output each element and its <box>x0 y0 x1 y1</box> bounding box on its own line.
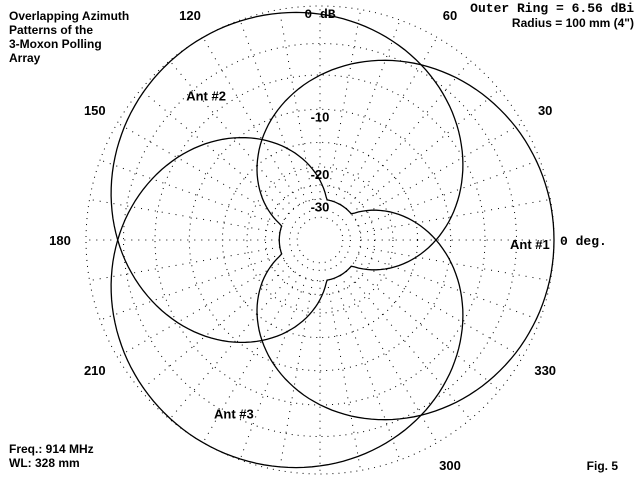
grid-spoke <box>99 253 282 321</box>
grid-spoke <box>360 198 551 234</box>
grid-spoke <box>89 246 280 282</box>
title-line-1: Overlapping Azimuth <box>9 9 130 23</box>
outer-ring-label: Outer Ring = 6.56 dBi <box>470 1 634 16</box>
grid-spoke <box>239 278 307 461</box>
angle-tick-label: 210 <box>84 363 106 378</box>
radius-label: Radius = 100 mm (4") <box>511 16 634 30</box>
grid-spoke <box>169 270 295 420</box>
grid-spoke <box>278 280 314 471</box>
angle-tick-label: 0 deg. <box>560 234 607 249</box>
grid-spoke <box>140 89 290 215</box>
grid-spoke <box>239 19 307 202</box>
radial-tick-label: -30 <box>311 199 330 214</box>
grid-spoke <box>326 280 362 471</box>
grid-spoke <box>89 198 280 234</box>
frequency-info: Freq.: 914 MHz WL: 328 mm <box>9 442 94 470</box>
title-line-3: 3-Moxon Polling <box>9 37 102 51</box>
angle-tick-label: 180 <box>49 233 71 248</box>
series-label: Ant #1 <box>510 237 550 252</box>
angle-tick-label: 60 <box>443 8 457 23</box>
grid-spoke <box>169 60 295 210</box>
grid-spoke <box>339 275 438 443</box>
figure-number: Fig. 5 <box>586 459 618 473</box>
grid-ring <box>123 43 517 437</box>
grid-spoke <box>350 89 500 215</box>
grid-spoke <box>350 265 500 391</box>
grid-spoke <box>333 19 401 202</box>
grid-spoke <box>140 265 290 391</box>
pattern-ant-3 <box>110 136 464 469</box>
grid-spoke <box>358 253 541 321</box>
grid-spoke <box>117 259 285 358</box>
grid-ring <box>296 216 344 264</box>
series-label: Ant #2 <box>186 88 226 103</box>
grid-ring <box>154 74 486 406</box>
grid-spoke <box>326 9 362 200</box>
grid-spoke <box>345 270 471 420</box>
grid-spoke <box>360 246 551 282</box>
grid-ring <box>265 185 375 295</box>
angle-tick-label: 150 <box>84 103 106 118</box>
angle-tick-label: 120 <box>179 8 201 23</box>
title-line-2: Patterns of the <box>9 23 94 37</box>
grid-ring <box>289 209 351 271</box>
grid-spoke <box>117 122 285 221</box>
grid-spoke <box>355 122 523 221</box>
grid-spoke <box>202 37 301 205</box>
grid-spoke <box>355 259 523 358</box>
angle-tick-label: 30 <box>538 103 552 118</box>
wavelength-label: WL: 328 mm <box>9 456 80 470</box>
radial-tick-label: -10 <box>311 109 330 124</box>
radial-tick-label: -20 <box>311 167 330 182</box>
grid-spoke <box>358 159 541 227</box>
grid-spoke <box>278 9 314 200</box>
series-label: Ant #3 <box>214 407 254 422</box>
figure-title: Overlapping Azimuth Patterns of the 3-Mo… <box>9 9 129 65</box>
grid-spoke <box>333 278 401 461</box>
scale-info: Outer Ring = 6.56 dBi Radius = 100 mm (4… <box>470 1 634 31</box>
grid-spoke <box>339 37 438 205</box>
grid-ring <box>188 108 452 372</box>
frequency-label: Freq.: 914 MHz <box>9 442 94 456</box>
grid-spoke <box>345 60 471 210</box>
grid-ring <box>246 166 394 314</box>
grid-spoke <box>99 159 282 227</box>
angle-tick-label: 300 <box>439 458 461 473</box>
grid-ring <box>278 198 362 282</box>
title-line-4: Array <box>9 51 41 65</box>
angle-tick-label: 330 <box>534 363 556 378</box>
